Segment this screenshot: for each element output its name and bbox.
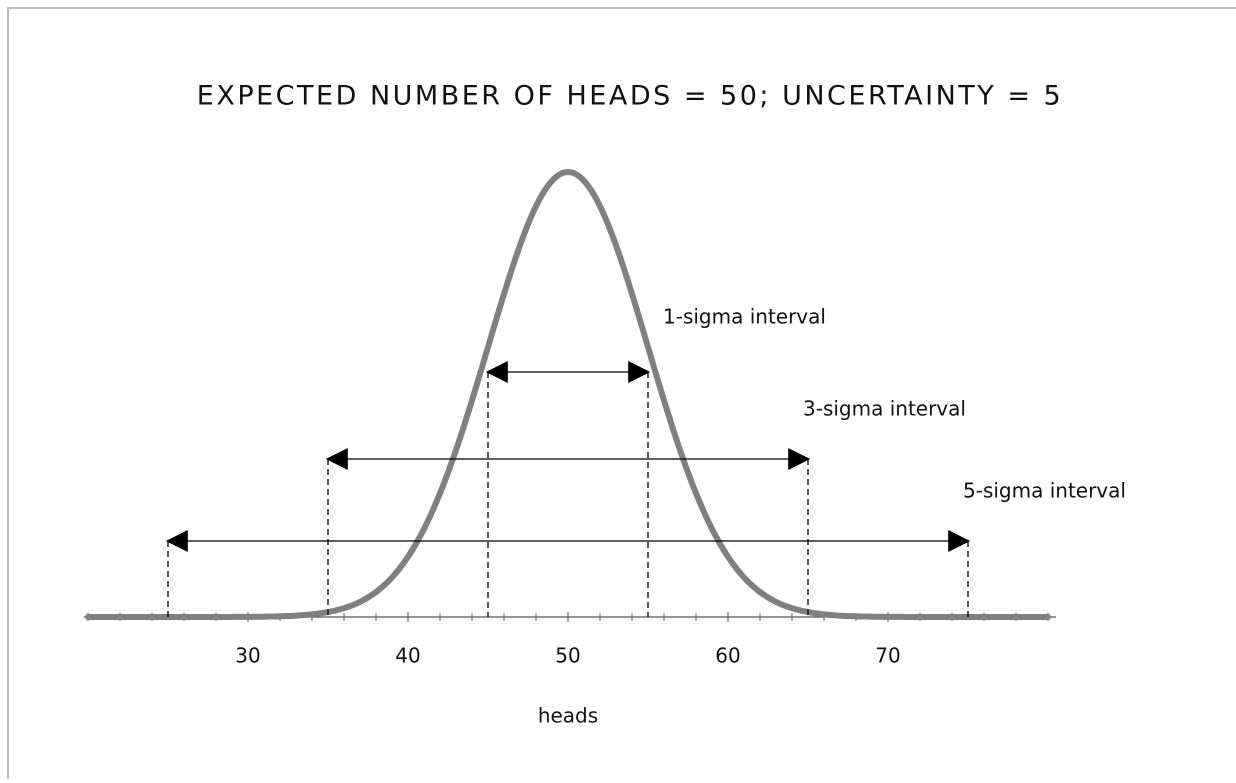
- interval-label: 1-sigma interval: [663, 305, 826, 329]
- x-tick-label: 50: [555, 644, 580, 668]
- chart-title: EXPECTED NUMBER OF HEADS = 50; UNCERTAIN…: [197, 81, 1063, 112]
- x-tick-label: 40: [395, 644, 420, 668]
- interval-label: 3-sigma interval: [803, 397, 966, 421]
- distribution-curve: [85, 169, 1051, 620]
- frame: [7, 7, 1236, 783]
- x-tick-label: 30: [235, 644, 260, 668]
- x-tick-label: 60: [715, 644, 740, 668]
- x-axis-label: heads: [538, 704, 598, 728]
- x-tick-label: 70: [875, 644, 900, 668]
- interval-label: 5-sigma interval: [963, 479, 1126, 503]
